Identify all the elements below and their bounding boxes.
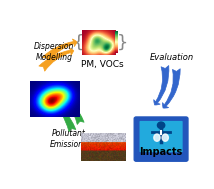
Ellipse shape [154,134,160,141]
Text: Dispersion
Modelling: Dispersion Modelling [34,42,74,62]
FancyBboxPatch shape [140,121,183,152]
Text: {: { [72,33,84,51]
Circle shape [158,122,165,129]
Text: Evaluation: Evaluation [150,53,194,62]
Text: }: } [117,33,129,51]
Text: PM, VOCs: PM, VOCs [81,60,123,69]
Ellipse shape [162,134,168,141]
FancyBboxPatch shape [134,117,188,161]
Text: Pollutant
Emissions: Pollutant Emissions [50,129,88,149]
Text: Impacts: Impacts [140,147,183,157]
